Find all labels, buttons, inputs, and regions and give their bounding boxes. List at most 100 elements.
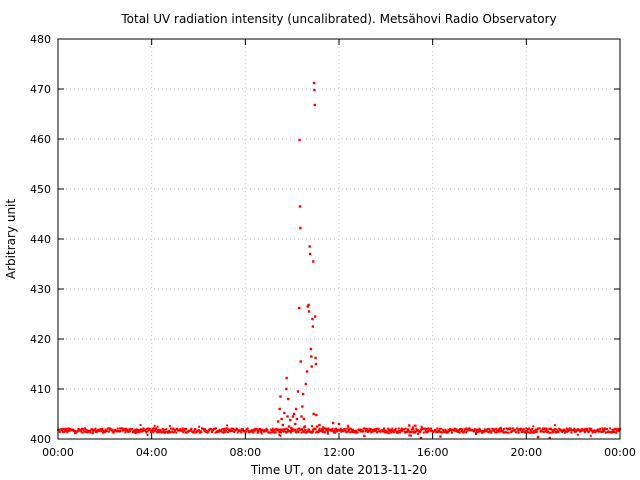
data-point	[394, 428, 397, 431]
data-point	[417, 429, 420, 432]
data-point	[549, 427, 552, 430]
data-point	[65, 429, 68, 432]
data-point	[576, 433, 579, 436]
data-point	[213, 427, 216, 430]
data-point	[376, 431, 379, 434]
data-point	[366, 430, 369, 433]
data-point	[73, 429, 76, 432]
data-point	[141, 428, 144, 431]
data-point	[542, 427, 545, 430]
data-point	[89, 429, 92, 432]
data-point	[548, 436, 551, 440]
data-point	[243, 429, 246, 432]
data-point	[573, 427, 576, 430]
data-point	[413, 430, 416, 433]
data-point	[499, 430, 502, 433]
data-point	[278, 429, 281, 432]
data-point	[244, 430, 247, 433]
data-point	[322, 430, 325, 433]
data-point	[278, 433, 281, 436]
data-point	[542, 431, 545, 434]
data-point	[450, 429, 453, 432]
data-point	[566, 428, 569, 431]
data-point	[610, 431, 613, 434]
data-point	[84, 430, 87, 433]
data-point	[589, 434, 592, 437]
data-point	[161, 427, 164, 430]
data-point	[253, 429, 256, 432]
data-point	[258, 427, 261, 430]
data-point	[311, 325, 315, 328]
data-point	[119, 430, 122, 433]
data-point	[203, 428, 206, 431]
data-point	[116, 427, 119, 430]
data-point	[397, 427, 400, 430]
axes: 400 410 420 430 440 450 460 470 480 00:00 04:00 08:…	[30, 33, 636, 459]
data-point	[131, 428, 134, 431]
data-point	[332, 431, 335, 434]
data-point	[169, 431, 172, 434]
data-point	[284, 430, 287, 433]
data-point	[299, 226, 302, 230]
data-point	[615, 431, 618, 434]
data-point	[233, 431, 236, 434]
x-tick-label: 00:00	[604, 446, 636, 459]
data-point	[561, 430, 564, 433]
data-point	[181, 427, 184, 430]
data-point	[445, 430, 448, 433]
data-point	[530, 430, 533, 433]
data-point	[424, 427, 427, 430]
data-point	[368, 428, 371, 431]
data-point	[307, 310, 311, 313]
data-point	[226, 427, 229, 430]
data-point	[425, 431, 428, 434]
data-point	[303, 431, 306, 434]
data-point	[597, 428, 600, 431]
data-point	[326, 431, 329, 434]
data-point	[107, 427, 110, 430]
data-point	[455, 428, 458, 431]
data-point	[315, 425, 319, 428]
data-point	[333, 429, 336, 432]
data-point	[438, 430, 441, 433]
data-point	[212, 428, 215, 431]
data-point	[176, 427, 179, 430]
data-point	[189, 428, 192, 431]
data-point	[366, 428, 369, 431]
data-point	[586, 430, 589, 433]
data-point	[279, 395, 282, 398]
data-point	[210, 428, 213, 431]
data-point	[182, 428, 185, 431]
data-point	[369, 427, 372, 430]
data-point	[385, 429, 388, 432]
data-point	[172, 427, 175, 430]
data-point	[94, 427, 97, 430]
data-point	[313, 88, 316, 92]
data-point	[220, 430, 223, 433]
data-point	[383, 429, 386, 432]
data-point	[303, 425, 307, 428]
data-point	[397, 431, 400, 434]
data-point	[138, 431, 141, 434]
data-point	[322, 426, 325, 429]
data-point	[427, 427, 430, 430]
data-point	[326, 427, 329, 431]
data-point	[412, 431, 415, 434]
data-point	[61, 430, 64, 433]
data-point	[418, 431, 421, 434]
data-point	[183, 429, 186, 432]
data-point	[178, 429, 181, 432]
data-point	[377, 430, 380, 433]
data-point	[107, 430, 110, 433]
data-point	[589, 429, 592, 432]
data-point	[151, 429, 154, 432]
data-point	[270, 429, 273, 432]
y-tick-label: 470	[30, 83, 51, 96]
data-point	[613, 427, 616, 430]
data-point	[297, 431, 300, 434]
data-point	[569, 428, 572, 431]
data-point	[286, 430, 289, 433]
data-point	[496, 429, 499, 432]
data-point	[382, 430, 385, 433]
data-point	[223, 429, 226, 432]
